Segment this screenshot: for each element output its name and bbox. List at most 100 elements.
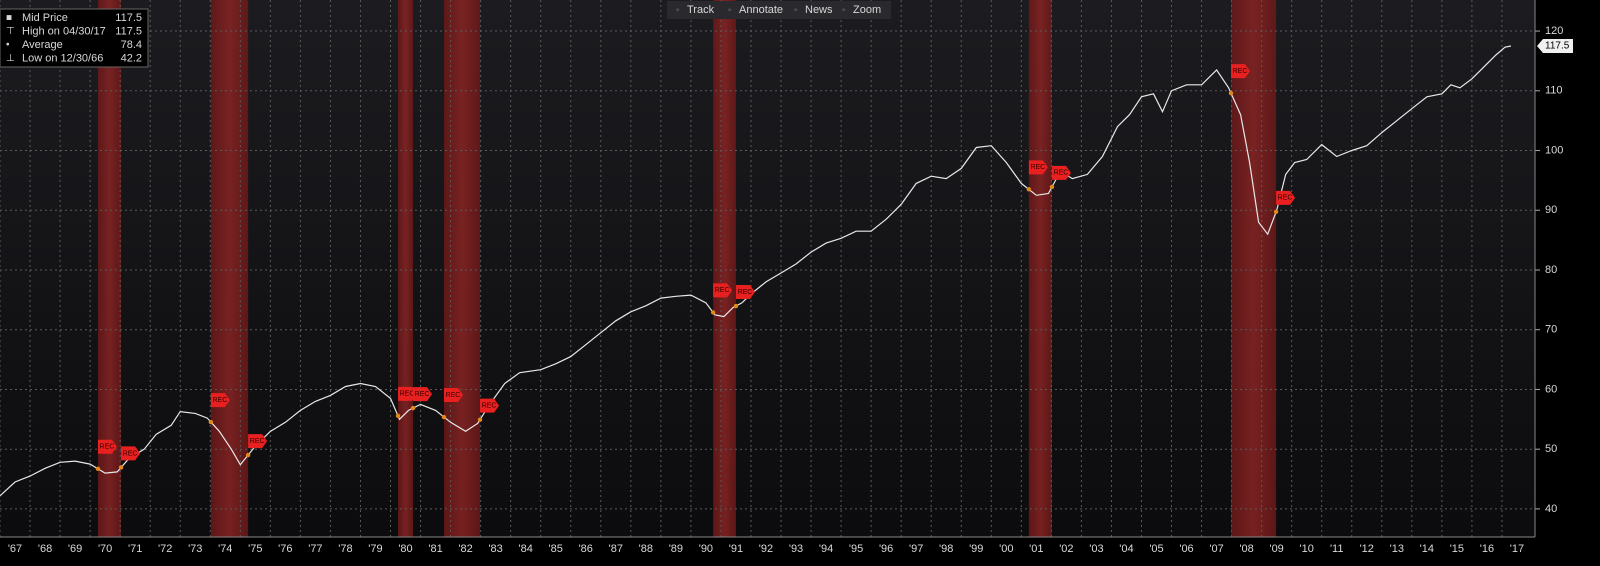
x-tick-label: '98 bbox=[939, 543, 953, 555]
recession-tag: REC bbox=[97, 439, 117, 454]
legend-label: Average bbox=[22, 39, 63, 51]
x-tick-label: '75 bbox=[248, 543, 262, 555]
x-tick-label: '99 bbox=[969, 543, 983, 555]
toolbar-button[interactable]: Zoom bbox=[853, 4, 881, 16]
x-tick-label: '92 bbox=[759, 543, 773, 555]
recession-tag-label: REC bbox=[100, 444, 115, 451]
x-tick-label: '87 bbox=[609, 543, 623, 555]
recession-tag-shape bbox=[1276, 190, 1296, 205]
x-tick-label: '86 bbox=[579, 543, 593, 555]
recession-tag-shape bbox=[1028, 160, 1048, 175]
x-tick-label: '07 bbox=[1209, 543, 1223, 555]
recession-tag-label: REC bbox=[415, 391, 430, 398]
recession-point bbox=[245, 452, 251, 458]
x-tick-label: '11 bbox=[1330, 543, 1344, 555]
recession-tag: REC bbox=[713, 283, 733, 298]
x-tick-label: '04 bbox=[1119, 543, 1133, 555]
recession-tag-label: REC bbox=[738, 289, 753, 296]
recession-tag: REC bbox=[210, 393, 230, 408]
legend-value: 42.2 bbox=[121, 52, 142, 64]
recession-tag-shape bbox=[121, 446, 141, 461]
legend-label: High on 04/30/17 bbox=[22, 25, 106, 37]
legend-label: Low on 12/30/66 bbox=[22, 52, 103, 64]
y-tick-label: 90 bbox=[1545, 204, 1557, 216]
recession-band bbox=[1231, 0, 1277, 537]
recession-point bbox=[710, 310, 716, 315]
x-tick-label: '15 bbox=[1450, 543, 1464, 555]
toolbar-icon: ◦ bbox=[794, 4, 797, 14]
y-tick-label: 120 bbox=[1545, 25, 1563, 37]
x-tick-label: '88 bbox=[639, 543, 653, 555]
x-tick-label: '77 bbox=[308, 543, 322, 555]
y-tick-label: 70 bbox=[1545, 324, 1557, 336]
toolbar-button[interactable]: News bbox=[805, 4, 833, 16]
recession-tag-shape bbox=[443, 388, 463, 403]
x-tick-label: '14 bbox=[1420, 543, 1434, 555]
recession-tag: REC bbox=[1231, 64, 1251, 79]
recession-point bbox=[733, 303, 739, 309]
toolbar-button[interactable]: Annotate bbox=[739, 4, 783, 16]
x-tick-label: '84 bbox=[518, 543, 532, 555]
last-price-label: 117.5 bbox=[1545, 41, 1570, 52]
y-tick-label: 40 bbox=[1545, 503, 1557, 515]
toolbar-icon: ◦ bbox=[728, 4, 731, 14]
x-tick-label: '79 bbox=[368, 543, 382, 555]
recession-point bbox=[1273, 209, 1279, 215]
recession-tag: REC bbox=[398, 386, 418, 401]
recession-tag-label: REC bbox=[1233, 68, 1248, 75]
x-tick-label: '70 bbox=[98, 543, 112, 555]
x-tick-label: '73 bbox=[188, 543, 202, 555]
legend-value: 117.5 bbox=[115, 12, 142, 24]
legend-icon: ⊥ bbox=[6, 53, 15, 64]
y-tick-label: 110 bbox=[1545, 85, 1563, 97]
legend-box bbox=[0, 8, 149, 68]
recession-tag-shape bbox=[97, 439, 117, 454]
recession-tag-label: REC bbox=[212, 397, 227, 404]
recession-band bbox=[443, 0, 481, 537]
x-tick-label: '10 bbox=[1300, 543, 1314, 555]
recession-tag-label: REC bbox=[446, 392, 461, 399]
x-tick-label: '03 bbox=[1089, 543, 1103, 555]
recession-point bbox=[1228, 90, 1234, 96]
x-tick-label: '69 bbox=[68, 543, 82, 555]
x-tick-label: '16 bbox=[1480, 543, 1494, 555]
legend-icon: ⊤ bbox=[6, 26, 15, 37]
recession-tag-label: REC bbox=[1054, 170, 1069, 177]
x-tick-label: '94 bbox=[819, 543, 833, 555]
x-tick-label: '91 bbox=[729, 543, 743, 555]
x-tick-label: '93 bbox=[789, 543, 803, 555]
x-tick-label: '01 bbox=[1029, 543, 1043, 555]
x-tick-label: '09 bbox=[1269, 543, 1283, 555]
toolbar-icon: ◦ bbox=[676, 4, 679, 14]
x-tick-label: '05 bbox=[1149, 543, 1163, 555]
x-tick-label: '83 bbox=[488, 543, 502, 555]
recession-band bbox=[1028, 0, 1052, 537]
y-tick-label: 60 bbox=[1545, 383, 1557, 395]
recession-point bbox=[1049, 184, 1055, 190]
x-tick-label: '08 bbox=[1239, 543, 1253, 555]
recession-point bbox=[95, 466, 101, 471]
recession-tag-label: REC bbox=[400, 391, 415, 398]
toolbar-button[interactable]: Track bbox=[687, 4, 715, 16]
x-tick-label: '89 bbox=[669, 543, 683, 555]
recession-tag-shape bbox=[735, 285, 755, 300]
recession-tag: REC bbox=[248, 434, 268, 449]
recession-point bbox=[477, 417, 483, 422]
legend-label: Mid Price bbox=[22, 12, 68, 24]
x-tick-label: '90 bbox=[699, 543, 713, 555]
x-tick-label: '74 bbox=[218, 543, 232, 555]
recession-point bbox=[118, 465, 124, 470]
x-tick-label: '06 bbox=[1179, 543, 1193, 555]
recession-tag: REC bbox=[1276, 190, 1296, 205]
x-tick-label: '76 bbox=[278, 543, 292, 555]
recession-tag: REC bbox=[443, 388, 463, 403]
recession-point bbox=[1026, 187, 1032, 192]
recession-tag-shape bbox=[398, 386, 418, 401]
recession-tag-shape bbox=[210, 393, 230, 408]
x-tick-label: '71 bbox=[128, 543, 142, 555]
x-tick-label: '12 bbox=[1360, 543, 1374, 555]
x-tick-label: '80 bbox=[398, 543, 412, 555]
x-tick-label: '95 bbox=[849, 543, 863, 555]
x-tick-label: '97 bbox=[909, 543, 923, 555]
